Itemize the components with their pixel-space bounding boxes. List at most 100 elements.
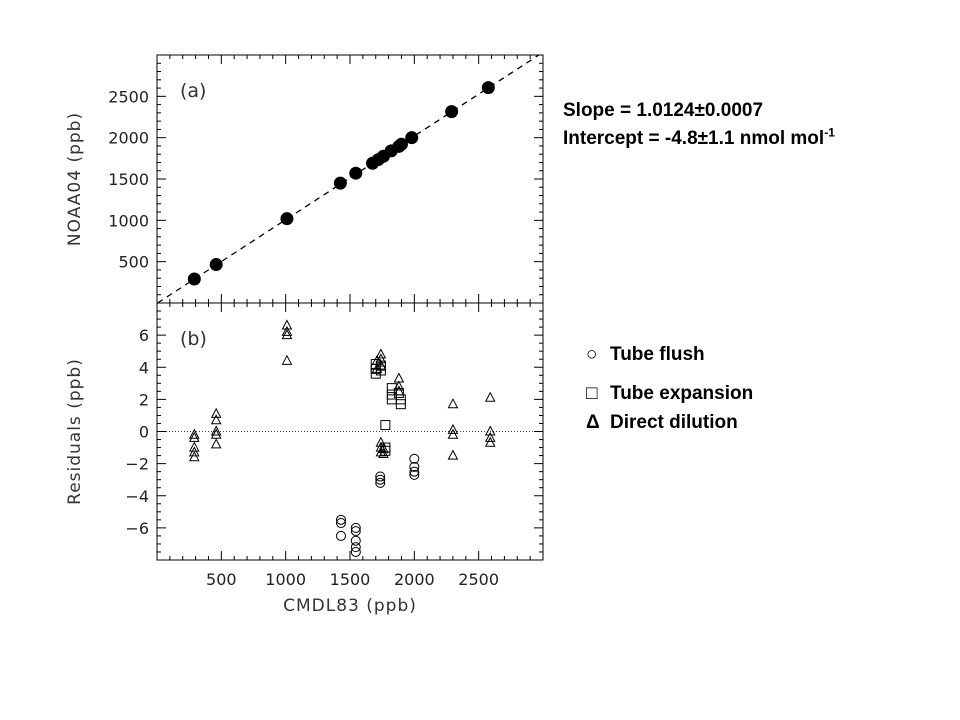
legend-label: Tube flush <box>610 344 705 365</box>
direct-dilution-point <box>447 449 459 460</box>
direct-dilution-point <box>484 436 496 447</box>
panel-label: (a) <box>180 80 206 102</box>
y-tick-label: 2 <box>139 390 149 409</box>
data-point <box>280 212 294 226</box>
tube-flush-point <box>350 542 361 553</box>
direct-dilution-point <box>210 428 222 439</box>
direct-dilution-point <box>447 398 459 409</box>
fit-line <box>157 54 540 304</box>
data-point <box>481 81 495 95</box>
intercept-label: Intercept = -4.8±1.1 nmol mol <box>563 128 825 149</box>
direct-dilution-point <box>371 362 383 373</box>
direct-dilution-point <box>210 438 222 449</box>
direct-dilution-point <box>375 441 387 452</box>
direct-dilution-point <box>210 425 222 436</box>
data-point <box>405 131 419 145</box>
y-tick-label: 1500 <box>108 170 149 189</box>
tube-flush-point <box>350 526 361 537</box>
y-tick-label: 1000 <box>108 211 149 230</box>
tube-flush-point <box>335 518 346 529</box>
legend-circle-icon: ○ <box>586 344 598 365</box>
tube-flush-point <box>335 514 346 525</box>
direct-dilution-point <box>188 428 200 439</box>
direct-dilution-point <box>375 348 387 359</box>
tube-flush-point <box>375 474 386 485</box>
direct-dilution-point <box>210 414 222 425</box>
direct-dilution-point <box>375 436 387 447</box>
data-point <box>209 258 223 272</box>
direct-dilution-point <box>375 359 387 370</box>
tube-expansion-point <box>370 368 381 379</box>
tube-expansion-point <box>380 420 391 431</box>
direct-dilution-point <box>375 446 387 457</box>
legend-label: Direct dilution <box>610 412 738 433</box>
direct-dilution-point <box>447 428 459 439</box>
tube-expansion-point <box>393 387 404 398</box>
y-tick-label: 4 <box>139 358 149 377</box>
tube-flush-point <box>350 522 361 533</box>
y-tick-label: 6 <box>139 326 149 345</box>
direct-dilution-point <box>484 391 496 402</box>
direct-dilution-point <box>393 380 405 391</box>
x-axis-label: CMDL83 (ppb) <box>283 596 417 616</box>
legend-item-direct-dilution: Δ Direct dilution <box>586 412 738 434</box>
x-tick-label: 500 <box>206 570 237 589</box>
x-tick-label: 1500 <box>330 570 371 589</box>
direct-dilution-point <box>378 447 389 458</box>
legend-item-tube-expansion: □ Tube expansion <box>586 383 753 405</box>
direct-dilution-point <box>281 329 293 340</box>
data-point <box>187 272 201 286</box>
direct-dilution-point <box>447 423 459 434</box>
intercept-unit-superscript: -1 <box>824 125 835 140</box>
direct-dilution-point <box>210 407 222 418</box>
tube-expansion-point <box>375 365 386 376</box>
direct-dilution-point <box>281 354 293 365</box>
y-tick-label: −4 <box>125 487 149 506</box>
panel-a: 500 1000 1500 2000 2500 (a) NOAA04 (ppb) <box>65 54 544 304</box>
y-tick-label: −6 <box>125 519 149 538</box>
legend-label: Tube expansion <box>610 383 754 404</box>
panel-label: (b) <box>180 328 207 350</box>
data-point <box>333 176 347 190</box>
direct-dilution-point <box>375 353 387 364</box>
tube-flush-point <box>350 546 361 557</box>
y-tick-label: 2000 <box>108 129 149 148</box>
x-tick-label: 2000 <box>394 570 435 589</box>
y-axis-label: Residuals (ppb) <box>65 358 85 505</box>
direct-dilution-point <box>484 425 496 436</box>
direct-dilution-point <box>188 451 200 462</box>
legend-square-icon: □ <box>586 383 598 404</box>
direct-dilution-point <box>281 325 293 336</box>
data-point <box>445 105 459 119</box>
tube-flush-point <box>335 530 346 541</box>
tube-expansion-point <box>395 399 406 410</box>
legend-triangle-icon: Δ <box>586 412 600 433</box>
direct-dilution-point <box>484 431 496 442</box>
x-tick-label: 2500 <box>458 570 499 589</box>
direct-dilution-point <box>188 446 200 457</box>
y-tick-label: −2 <box>125 455 149 474</box>
tube-flush-point <box>409 466 420 477</box>
tube-flush-point <box>375 477 386 488</box>
tube-flush-point <box>409 453 420 464</box>
data-point <box>349 166 363 180</box>
direct-dilution-point <box>393 385 405 396</box>
tube-flush-point <box>409 461 420 472</box>
tube-flush-point <box>409 469 420 480</box>
data-point <box>394 137 408 151</box>
y-axis-label: NOAA04 (ppb) <box>65 112 85 246</box>
direct-dilution-point <box>188 431 200 442</box>
legend-item-tube-flush: ○ Tube flush <box>586 344 705 366</box>
intercept-text: Intercept = -4.8±1.1 nmol mol-1 <box>563 125 835 150</box>
tube-flush-point <box>350 535 361 546</box>
tube-flush-point <box>375 471 386 482</box>
y-tick-label: 500 <box>118 253 149 272</box>
y-tick-label: 2500 <box>108 87 149 106</box>
x-tick-label: 1000 <box>265 570 306 589</box>
y-tick-label: 0 <box>139 423 149 442</box>
direct-dilution-point <box>281 319 293 330</box>
slope-text: Slope = 1.0124±0.0007 <box>563 100 764 121</box>
direct-dilution-point <box>378 443 389 454</box>
direct-dilution-point <box>188 441 200 452</box>
